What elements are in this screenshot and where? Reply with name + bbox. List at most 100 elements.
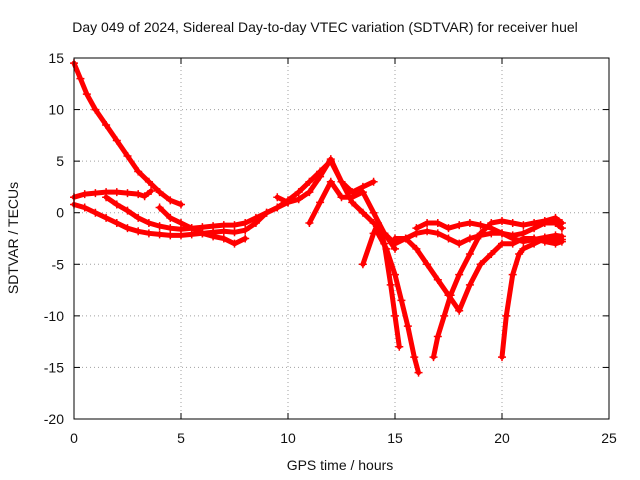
data-point [80, 190, 89, 199]
data-point [91, 189, 100, 198]
data-point [395, 342, 404, 351]
data-point [316, 198, 325, 207]
data-point [166, 224, 175, 233]
y-tick-label: 10 [48, 102, 64, 118]
data-point [230, 239, 239, 248]
data-point [433, 275, 442, 284]
data-point [155, 188, 164, 197]
data-point [241, 234, 250, 243]
data-point [444, 234, 453, 243]
data-point [112, 188, 121, 197]
data-point [112, 136, 121, 145]
data-point [391, 311, 399, 320]
x-tick-label: 20 [494, 430, 510, 446]
y-tick-label: -15 [44, 359, 64, 375]
data-point [446, 291, 455, 300]
data-point [519, 221, 528, 230]
x-tick-label: 10 [280, 430, 296, 446]
series-line [71, 60, 184, 207]
data-point [251, 213, 260, 222]
data-point [230, 221, 239, 230]
data-point [557, 219, 566, 228]
data-point [219, 234, 228, 243]
data-point [241, 226, 250, 235]
x-axis-label: GPS time / hours [287, 457, 394, 473]
data-point [140, 192, 149, 201]
y-tick-label: 0 [56, 205, 64, 221]
data-point [123, 224, 132, 233]
data-point [487, 219, 496, 228]
data-point [209, 222, 218, 231]
data-point [412, 244, 421, 253]
data-point [326, 157, 335, 166]
data-point [433, 219, 442, 228]
data-point [305, 188, 314, 197]
data-point [326, 177, 335, 186]
data-point [557, 235, 566, 244]
data-point [134, 190, 143, 199]
data-point [369, 208, 378, 217]
data-point [102, 213, 111, 222]
data-point [410, 353, 419, 362]
y-tick-label: -20 [44, 411, 64, 427]
data-point [455, 221, 464, 230]
data-point [530, 239, 539, 248]
data-point [305, 219, 314, 228]
data-point [134, 227, 143, 236]
data-point [391, 234, 399, 243]
data-point [177, 200, 185, 209]
data-point [429, 353, 438, 362]
data-point [465, 234, 474, 243]
data-point [166, 196, 175, 205]
y-tick-label: -10 [44, 308, 64, 324]
series-line [274, 156, 377, 205]
data-point [76, 74, 85, 83]
data-point [358, 260, 367, 269]
data-point [382, 244, 391, 253]
data-point [498, 239, 506, 248]
data-point [305, 177, 314, 186]
series-track-15 [498, 234, 566, 362]
y-tick-label: -5 [52, 256, 65, 272]
data-point [540, 234, 549, 243]
data-point [144, 229, 153, 238]
data-point [373, 229, 382, 238]
data-point [198, 229, 207, 238]
data-point [519, 234, 528, 243]
data-point [423, 260, 432, 269]
data-point [273, 193, 282, 202]
data-point [373, 219, 382, 228]
data-point [91, 105, 100, 114]
data-point [498, 353, 506, 362]
data-point [273, 203, 282, 212]
series-track-5 [155, 203, 250, 248]
data-point [476, 221, 485, 230]
series-track-1 [70, 59, 185, 209]
data-point [123, 206, 132, 215]
data-point [476, 260, 485, 269]
data-point [498, 229, 506, 238]
data-point [465, 249, 474, 258]
data-point [369, 177, 378, 186]
data-point [358, 208, 367, 217]
data-point [391, 270, 399, 279]
data-point [166, 213, 175, 222]
series-line [103, 158, 334, 232]
y-tick-label: 5 [56, 153, 64, 169]
data-point [455, 239, 464, 248]
data-point [465, 280, 474, 289]
data-point [284, 198, 292, 207]
x-tick-label: 0 [70, 430, 78, 446]
data-point [155, 222, 164, 231]
data-point [401, 234, 410, 243]
data-point [397, 296, 406, 305]
chart-title: Day 049 of 2024, Sidereal Day-to-day VTE… [72, 19, 578, 35]
data-point [386, 280, 395, 289]
data-point [551, 236, 560, 245]
data-point [440, 311, 449, 320]
data-point [123, 151, 132, 160]
data-point [444, 224, 453, 233]
data-point [348, 198, 357, 207]
data-point [519, 244, 528, 253]
